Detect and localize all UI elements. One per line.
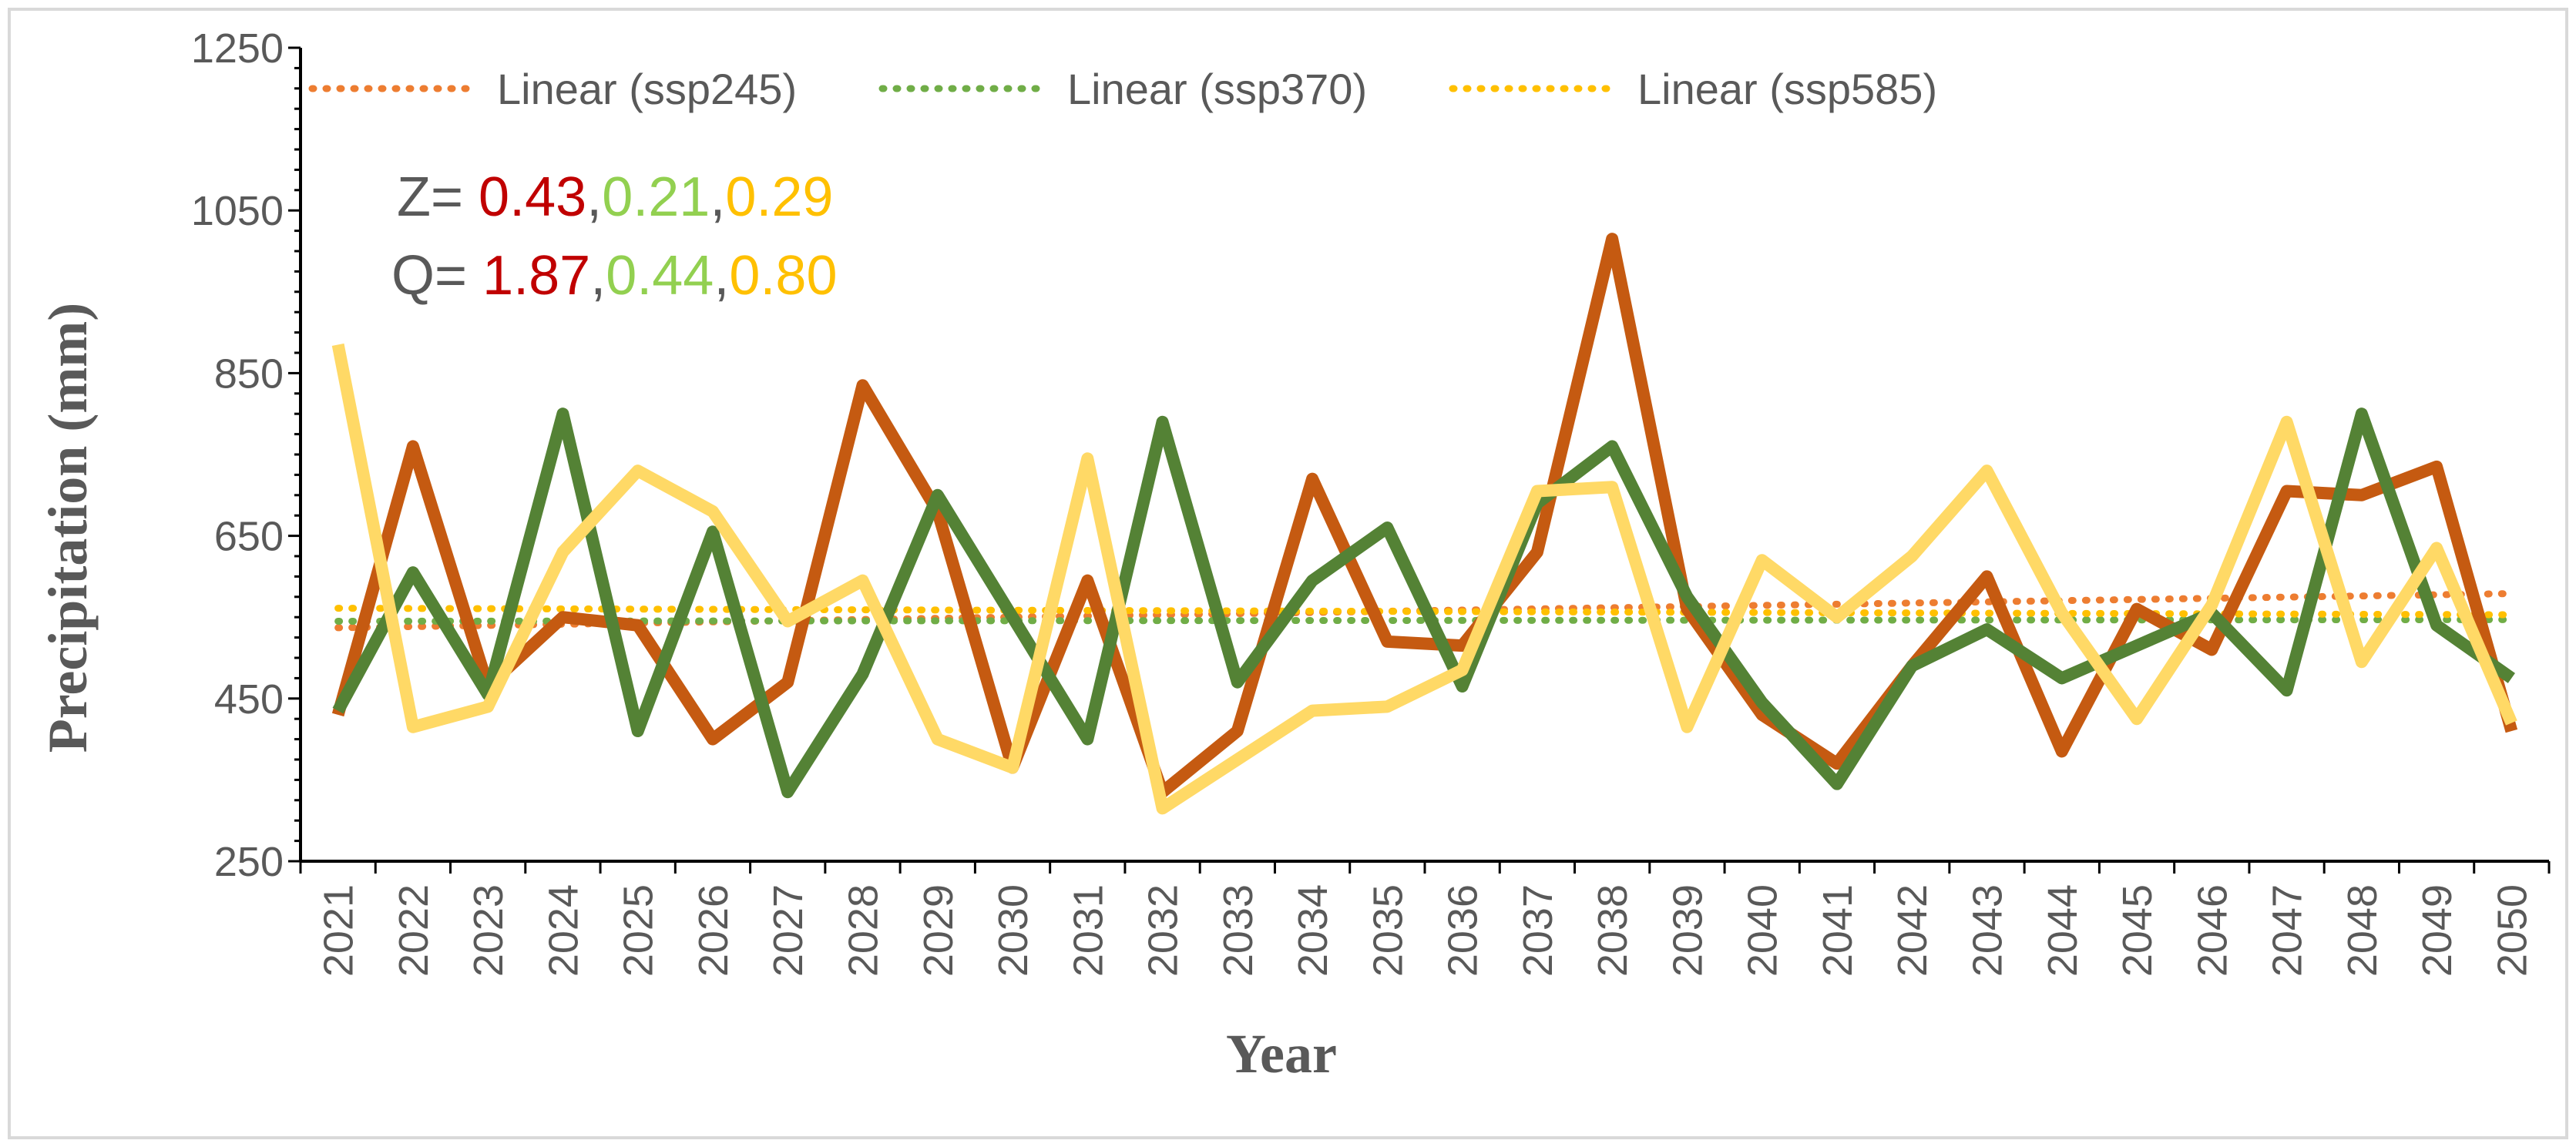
x-tick-label: 2029 [915, 884, 962, 977]
z-value-ssp370: 0.21 [602, 166, 710, 228]
x-tick-label: 2031 [1065, 884, 1111, 977]
legend-label-ssp585-trend: Linear (ssp585) [1637, 65, 1937, 113]
q-value-ssp370: 0.44 [606, 245, 714, 307]
x-tick-label: 2034 [1290, 884, 1336, 977]
y-tick-label: 1050 [191, 188, 284, 234]
x-tick-label: 2030 [990, 884, 1036, 977]
x-tick-label: 2046 [2189, 884, 2235, 977]
z-prefix: Z= [397, 166, 479, 228]
x-tick-label: 2033 [1215, 884, 1261, 977]
legend: Linear (ssp245) Linear (ssp370) Linear (… [308, 65, 1937, 113]
x-tick-label: 2026 [690, 884, 737, 977]
x-tick-label: 2045 [2114, 884, 2161, 977]
x-tick-label: 2043 [1965, 884, 2011, 977]
x-tick-label: 2040 [1740, 884, 1786, 977]
x-tick-label: 2048 [2339, 884, 2386, 977]
axes-layer: 250 450 650 850 1050 1250 2021 2022 2023 2024 2025… [191, 25, 2551, 977]
series-layer [331, 233, 2518, 815]
x-tick-label: 2038 [1590, 884, 1636, 977]
z-separator-1: , [586, 166, 602, 228]
y-tick-label: 450 [214, 676, 284, 723]
z-separator-2: , [710, 166, 725, 228]
legend-label-ssp370-trend: Linear (ssp370) [1067, 65, 1367, 113]
x-tick-label: 2036 [1440, 884, 1486, 977]
y-tick-label: 250 [214, 839, 284, 885]
x-tick-label: 2028 [841, 884, 887, 977]
z-value-ssp585: 0.29 [725, 166, 833, 228]
x-tick-label: 2041 [1815, 884, 1861, 977]
x-tick-label: 2024 [540, 884, 586, 977]
x-tick-label: 2049 [2414, 884, 2460, 977]
x-tick-label: 2021 [316, 884, 362, 977]
x-tick-label: 2027 [765, 884, 811, 977]
x-tick-label: 2022 [391, 884, 437, 977]
z-statistic-annotation: Z= 0.43,0.21,0.29 [397, 166, 833, 228]
series-line-ssp585 [331, 343, 2517, 815]
q-value-ssp245: 1.87 [482, 245, 590, 307]
chart-frame [8, 8, 2568, 1139]
x-tick-label: 2047 [2265, 884, 2311, 977]
series-line-ssp245 [331, 233, 2518, 799]
q-separator-1: , [590, 245, 606, 307]
x-tick-label: 2042 [1889, 884, 1936, 977]
q-prefix: Q= [391, 245, 482, 307]
y-axis-title: Precipitation (mm) [37, 303, 99, 753]
x-tick-label: 2032 [1140, 884, 1187, 977]
legend-label-ssp245-trend: Linear (ssp245) [497, 65, 797, 113]
q-statistic-annotation: Q= 1.87,0.44,0.80 [391, 245, 838, 307]
x-tick-label: 2025 [616, 884, 662, 977]
x-tick-label: 2035 [1365, 884, 1411, 977]
series-line-ssp370 [332, 407, 2515, 799]
x-tick-label: 2044 [2040, 884, 2086, 977]
q-value-ssp585: 0.80 [729, 245, 837, 307]
x-tick-label: 2037 [1515, 884, 1561, 977]
y-tick-label: 1250 [191, 25, 284, 72]
x-tick-label: 2023 [465, 884, 512, 977]
q-separator-2: , [714, 245, 729, 307]
z-value-ssp245: 0.43 [479, 166, 586, 228]
x-tick-label: 2050 [2489, 884, 2535, 977]
x-tick-label: 2039 [1664, 884, 1711, 977]
y-tick-label: 650 [214, 514, 284, 560]
y-tick-label: 850 [214, 350, 284, 397]
x-axis-title: Year [1226, 1023, 1337, 1085]
